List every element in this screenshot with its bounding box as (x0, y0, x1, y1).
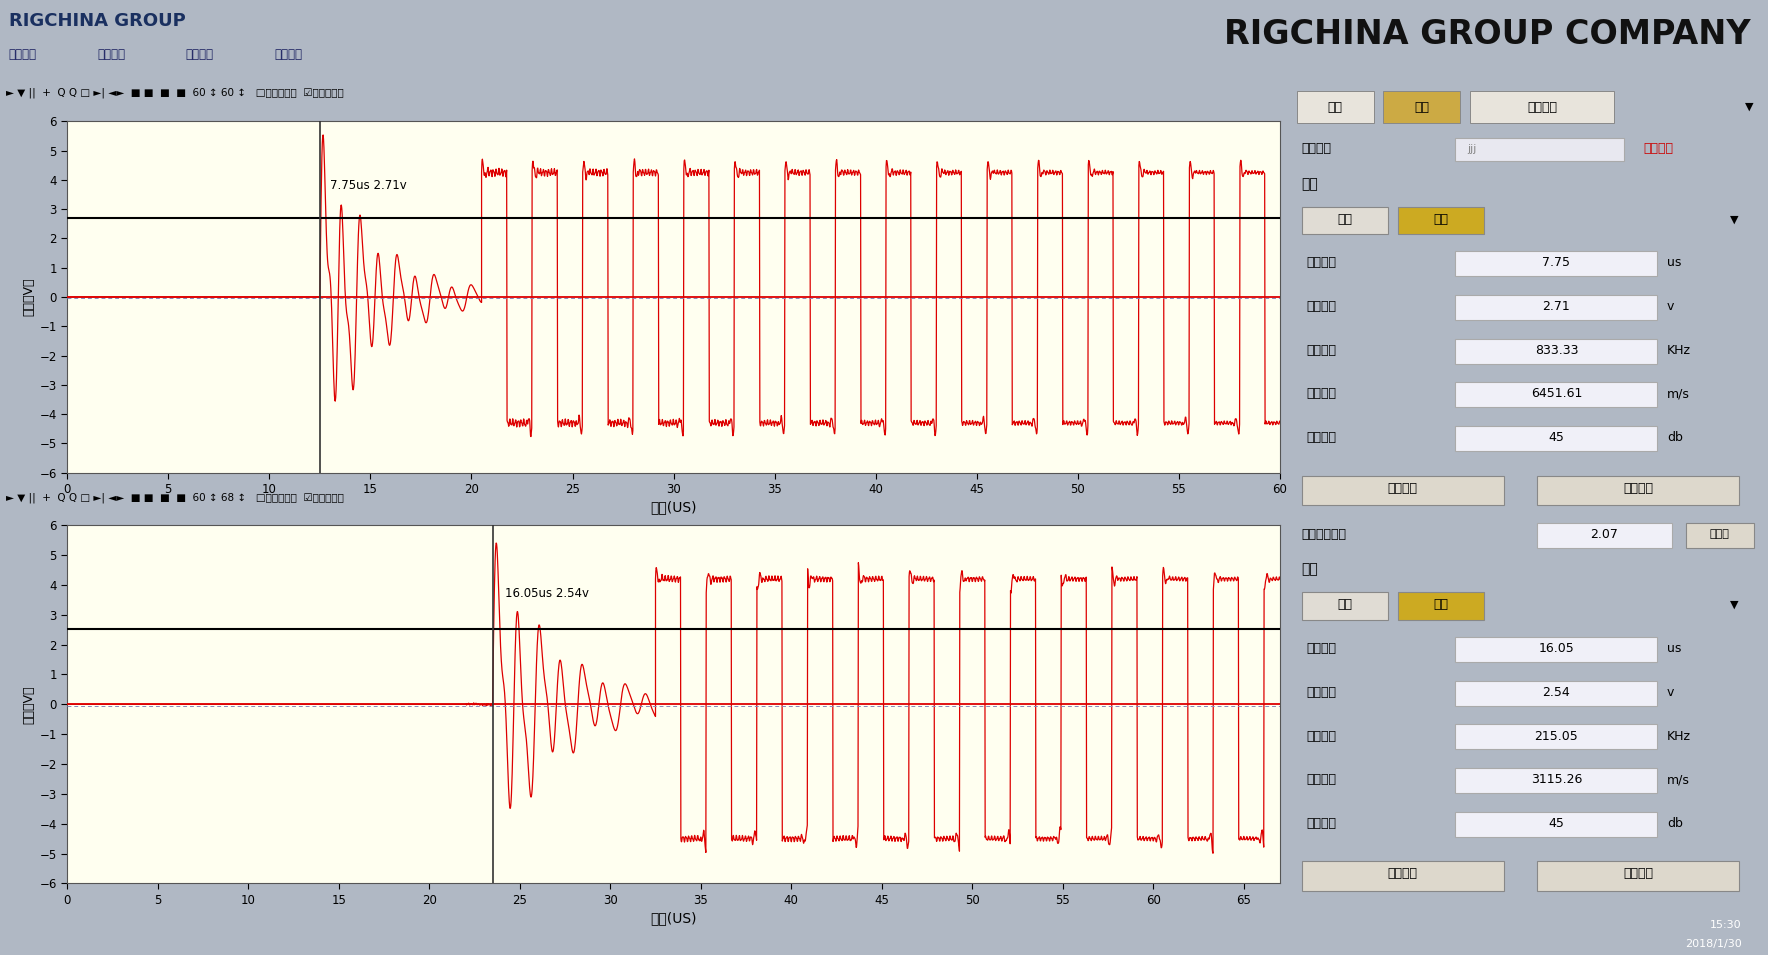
Text: 纵波采集: 纵波采集 (1388, 481, 1418, 495)
X-axis label: 时间(US): 时间(US) (651, 500, 697, 515)
Text: 泊松比: 泊松比 (1710, 529, 1729, 540)
Bar (1455, 812, 1657, 837)
Bar (1455, 426, 1657, 451)
Text: 7.75: 7.75 (1542, 256, 1570, 269)
Text: RIGCHINA GROUP COMPANY: RIGCHINA GROUP COMPANY (1223, 18, 1750, 51)
Text: 3115.26: 3115.26 (1531, 774, 1582, 786)
Text: 833.33: 833.33 (1535, 344, 1579, 357)
Text: 波形存储: 波形存储 (1623, 867, 1653, 881)
Bar (1536, 522, 1673, 548)
Text: 采集: 采集 (1414, 101, 1429, 114)
Y-axis label: 幅度（V）: 幅度（V） (23, 278, 35, 316)
Text: 2018/1/30: 2018/1/30 (1685, 939, 1741, 948)
Text: 波形检测: 波形检测 (9, 48, 37, 60)
Text: 设置: 设置 (1337, 599, 1353, 611)
Text: 报告制作: 报告制作 (186, 48, 214, 60)
Text: 6451.61: 6451.61 (1531, 388, 1582, 400)
Text: KHz: KHz (1667, 344, 1690, 357)
Text: 首波频率: 首波频率 (1307, 730, 1337, 743)
Text: ▼: ▼ (1731, 600, 1738, 610)
Bar (1536, 861, 1740, 891)
Text: 2.71: 2.71 (1542, 300, 1570, 313)
Text: 首波速度: 首波速度 (1307, 774, 1337, 786)
Text: 首波频率: 首波频率 (1307, 344, 1337, 357)
Text: 波形存储: 波形存储 (1623, 481, 1653, 495)
Bar (1398, 592, 1485, 620)
Bar (1398, 206, 1485, 234)
Bar (1383, 92, 1460, 123)
Bar (1301, 861, 1503, 891)
Bar (1455, 681, 1657, 706)
Bar (1455, 251, 1657, 276)
Text: jjj: jjj (1467, 143, 1476, 154)
Bar (1301, 592, 1388, 620)
Bar (1455, 637, 1657, 662)
Text: ► ▼ ||  +  Q Q □ ►| ◄►  ■ ■  ■  ■  60 ↕ 60 ↕   □显示点标记  ☑显示连接线: ► ▼ || + Q Q □ ►| ◄► ■ ■ ■ ■ 60 ↕ 60 ↕ □… (7, 88, 345, 97)
Bar (1301, 206, 1388, 234)
Text: 横波采集: 横波采集 (1388, 867, 1418, 881)
Text: 记录名称: 记录名称 (1301, 142, 1331, 155)
Text: db: db (1667, 432, 1683, 444)
Text: 开始: 开始 (1328, 101, 1342, 114)
Text: us: us (1667, 256, 1681, 269)
Bar (1687, 522, 1754, 548)
Text: db: db (1667, 817, 1683, 830)
Text: 自动采集: 自动采集 (1528, 101, 1558, 114)
Text: 纵波: 纵波 (1301, 177, 1319, 191)
Text: ► ▼ ||  +  Q Q □ ►| ◄►  ■ ■  ■  ■  60 ↕ 68 ↕   □显示点标记  ☑显示连接线: ► ▼ || + Q Q □ ►| ◄► ■ ■ ■ ■ 60 ↕ 68 ↕ □… (7, 493, 345, 502)
Bar (1301, 476, 1503, 505)
Text: ▼: ▼ (1731, 214, 1738, 224)
Text: 45: 45 (1549, 432, 1565, 444)
Text: 创建成功: 创建成功 (1642, 142, 1673, 155)
Text: 报告查看: 报告查看 (274, 48, 302, 60)
Text: 15:30: 15:30 (1710, 921, 1741, 930)
Text: 设置: 设置 (1337, 213, 1353, 225)
Text: v: v (1667, 300, 1674, 313)
Text: 首波速度: 首波速度 (1307, 388, 1337, 400)
Text: 16.05us 2.54v: 16.05us 2.54v (506, 587, 589, 600)
Bar (1455, 295, 1657, 320)
Text: 2.54: 2.54 (1542, 686, 1570, 699)
Bar (1455, 338, 1657, 364)
Text: 首波幅度: 首波幅度 (1307, 686, 1337, 699)
Text: 2.07: 2.07 (1591, 528, 1618, 541)
X-axis label: 时间(US): 时间(US) (651, 911, 697, 925)
Text: 纵横波速度比: 纵横波速度比 (1301, 528, 1347, 541)
Text: 16.05: 16.05 (1538, 642, 1574, 655)
Bar (1296, 92, 1374, 123)
Bar (1455, 138, 1623, 161)
Text: 215.05: 215.05 (1535, 730, 1579, 743)
Text: ▼: ▼ (1745, 101, 1754, 112)
Text: 7.75us 2.71v: 7.75us 2.71v (331, 179, 407, 192)
Bar (1536, 476, 1740, 505)
Text: 接收增益: 接收增益 (1307, 432, 1337, 444)
Text: 采集: 采集 (1434, 213, 1448, 225)
Bar (1455, 382, 1657, 408)
Text: 数据分析: 数据分析 (97, 48, 126, 60)
Bar (1455, 768, 1657, 794)
Bar (1469, 92, 1614, 123)
Text: 采集: 采集 (1434, 599, 1448, 611)
Text: 接收增益: 接收增益 (1307, 817, 1337, 830)
Y-axis label: 幅度（V）: 幅度（V） (23, 685, 35, 724)
Text: 横波: 横波 (1301, 562, 1319, 577)
Text: 首波幅度: 首波幅度 (1307, 300, 1337, 313)
Bar (1455, 724, 1657, 750)
Text: 首波声时: 首波声时 (1307, 256, 1337, 269)
Text: m/s: m/s (1667, 388, 1690, 400)
Text: 首波声时: 首波声时 (1307, 642, 1337, 655)
Text: v: v (1667, 686, 1674, 699)
Text: us: us (1667, 642, 1681, 655)
Text: KHz: KHz (1667, 730, 1690, 743)
Text: m/s: m/s (1667, 774, 1690, 786)
Text: 45: 45 (1549, 817, 1565, 830)
Text: RIGCHINA GROUP: RIGCHINA GROUP (9, 12, 186, 31)
